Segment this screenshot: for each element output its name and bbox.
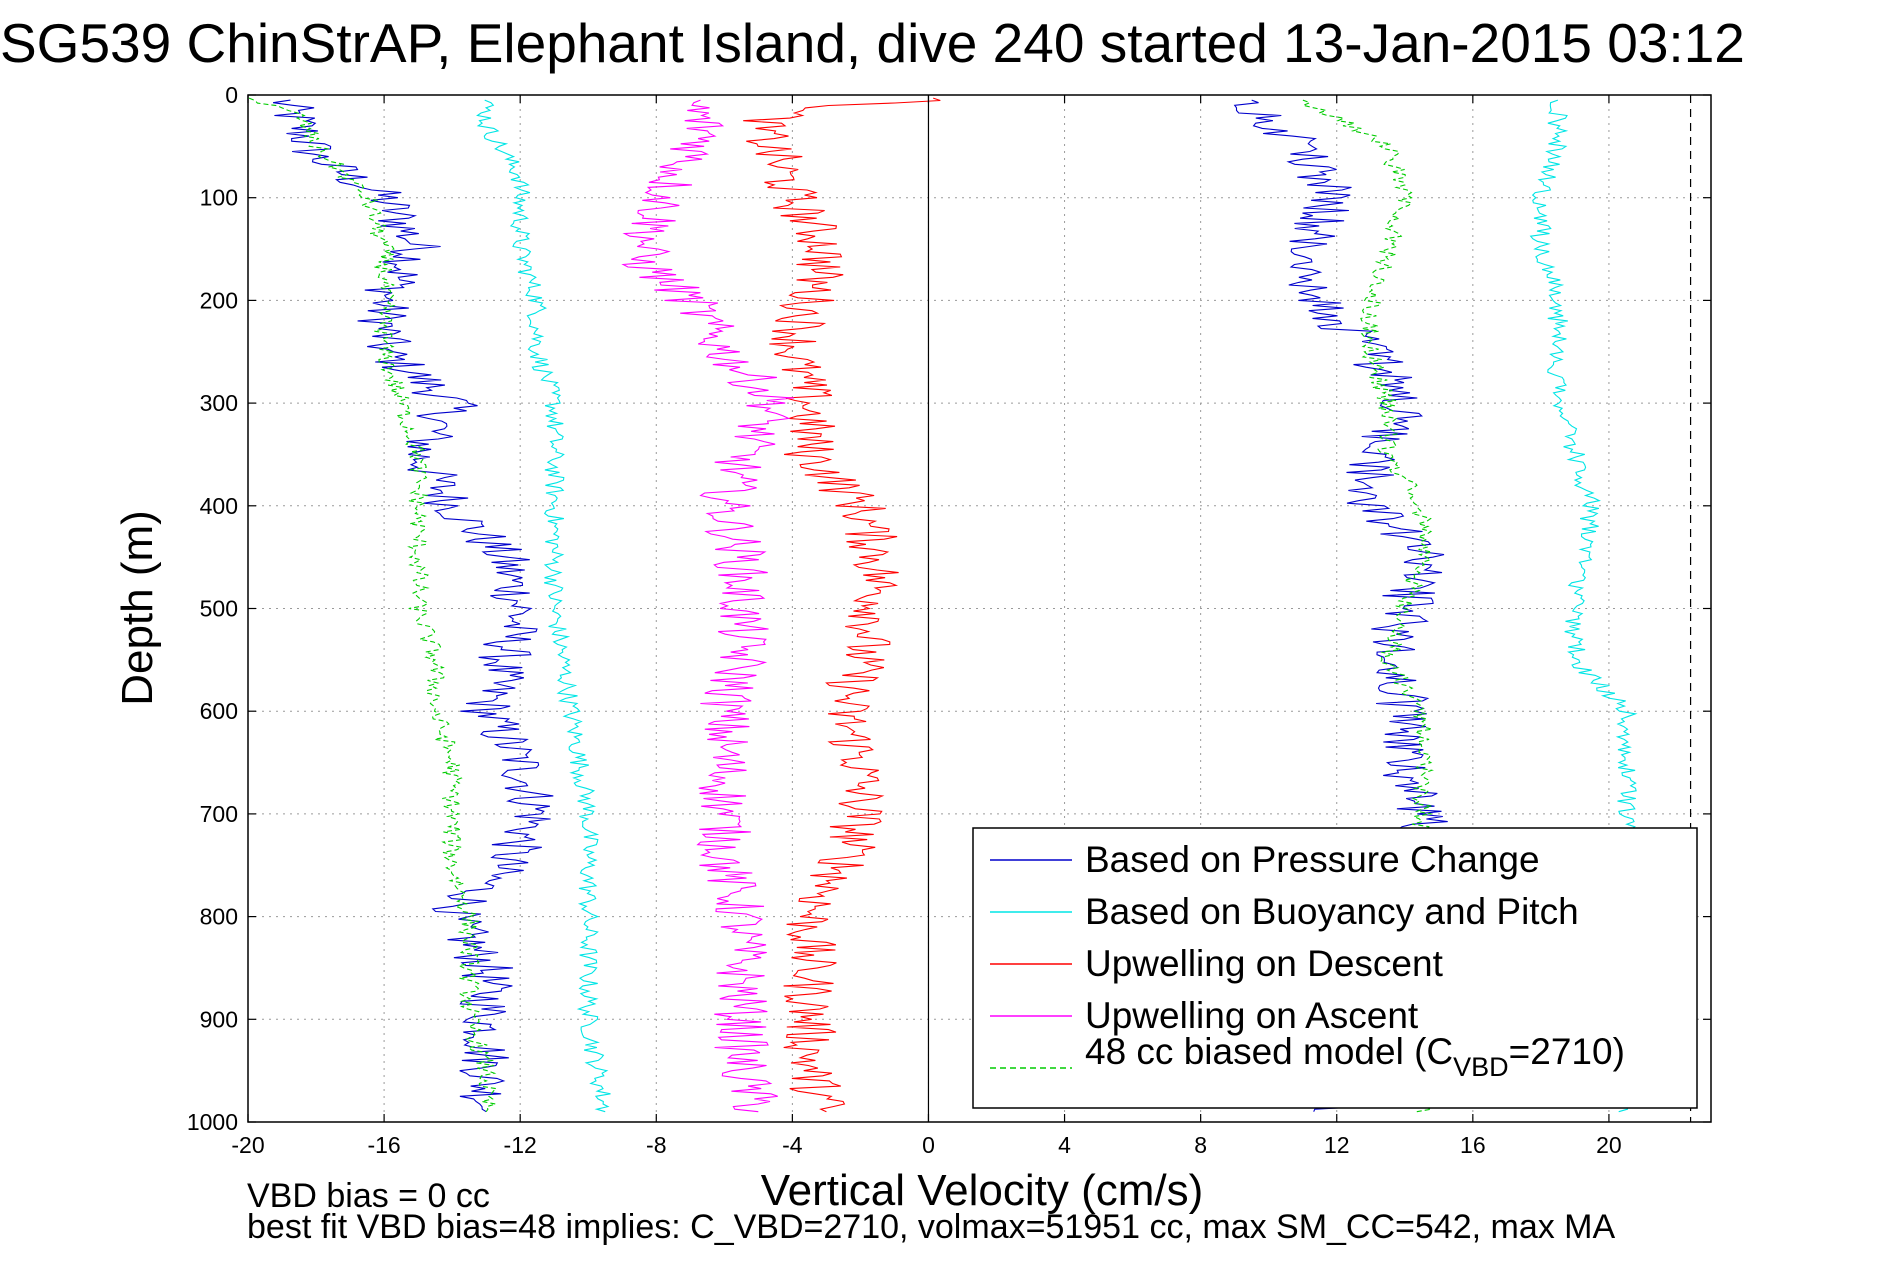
x-tick-label: -16 [367,1132,400,1158]
y-axis-ticks: 0 100 200 300 400 500 600 700 800 900 1000 [187,82,1711,1135]
legend-label: Based on Pressure Change [1085,839,1540,880]
y-tick-label: 1000 [187,1109,238,1135]
y-tick-label: 600 [200,698,238,724]
x-tick-label: 20 [1596,1132,1622,1158]
y-tick-label: 400 [200,493,238,519]
chart-title: SG539 ChinStrAP, Elephant Island, dive 2… [0,12,1745,74]
footnote-best-fit: best fit VBD bias=48 implies: C_VBD=2710… [247,1208,1616,1246]
series-upwelling-on-descent [743,97,941,1113]
x-tick-label: -4 [782,1132,803,1158]
y-tick-label: 200 [200,287,238,313]
y-tick-label: 0 [225,82,238,108]
y-tick-label: 700 [200,801,238,827]
x-tick-label: 16 [1460,1132,1486,1158]
legend-label: Based on Buoyancy and Pitch [1085,891,1579,932]
y-tick-label: 900 [200,1006,238,1032]
y-tick-label: 300 [200,390,238,416]
series-based-on-pressure-change [273,99,554,1113]
x-tick-label: 8 [1194,1132,1207,1158]
x-axis-ticks: -20 -16 -12 -8 -4 0 4 8 12 16 20 [231,95,1622,1158]
legend: Based on Pressure Change Based on Buoyanc… [972,827,1698,1109]
series-upwelling-on-ascent [621,99,795,1113]
x-tick-label: -12 [504,1132,537,1158]
footnote-vbd-bias: VBD bias = 0 cc [247,1177,490,1215]
series-48-cc-biased-model-c-vbd-2710 [1301,99,1434,1113]
legend-label: Upwelling on Descent [1085,943,1444,984]
y-tick-label: 100 [200,185,238,211]
legend-box [972,827,1698,1109]
x-tick-label: 0 [922,1132,935,1158]
series-based-on-buoyancy-and-pitch [476,99,611,1113]
x-axis-label: Vertical Velocity (cm/s) [761,1166,1204,1215]
x-tick-label: -8 [646,1132,666,1158]
series-48-cc-biased-model-c-vbd-2710 [248,97,498,1113]
legend-entries: Based on Pressure Change Based on Buoyanc… [990,839,1625,1082]
x-tick-label: 4 [1058,1132,1071,1158]
x-tick-label: -20 [231,1132,264,1158]
y-axis-label: Depth (m) [113,510,162,706]
x-tick-label: 12 [1324,1132,1350,1158]
y-tick-label: 500 [200,596,238,622]
legend-label: Upwelling on Ascent [1085,995,1419,1036]
legend-label: 48 cc biased model (CVBD=2710) [1085,1031,1625,1082]
y-tick-label: 800 [200,904,238,930]
